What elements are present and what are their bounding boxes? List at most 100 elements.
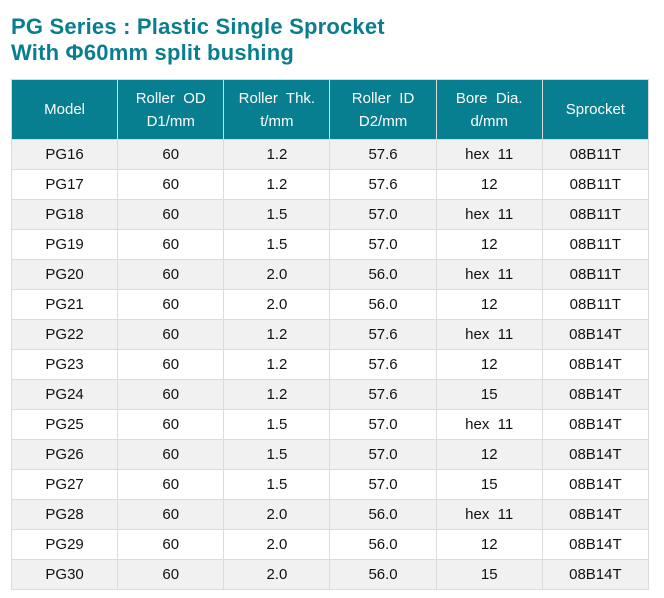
column-header: Bore Dia. d/mm [435,79,543,140]
table-cell: 57.0 [329,439,437,470]
table-cell: 12 [435,349,543,380]
table-cell: 08B14T [541,409,650,440]
title-line-2: With Φ60mm split bushing [11,40,295,65]
table-row: PG24 60 1.2 57.6 15 08B14T [10,379,650,410]
column-header-line: Roller ID [351,89,415,107]
table-cell: 08B14T [541,499,650,530]
column-header: Model [10,79,119,140]
table-cell: 2.0 [223,499,331,530]
table-cell: 1.2 [223,379,331,410]
table-cell: PG28 [10,499,119,530]
column-header-line: Roller Thk. [238,89,316,107]
table-cell: hex 11 [435,139,543,170]
table-cell: 57.6 [329,349,437,380]
table-cell: 1.5 [223,409,331,440]
table-cell: 57.6 [329,379,437,410]
table-cell: 15 [435,469,543,500]
table-cell: 1.2 [223,139,331,170]
page-title: PG Series : Plastic Single Sprocket With… [11,14,385,66]
table-cell: 08B14T [541,319,650,350]
table-cell: 56.0 [329,289,437,320]
table-cell: 56.0 [329,259,437,290]
column-header-line: Sprocket [565,101,625,118]
table-cell: PG24 [10,379,119,410]
table-row: PG27 60 1.5 57.0 15 08B14T [10,469,650,500]
table-cell: PG25 [10,409,119,440]
table-cell: 60 [117,139,225,170]
table-cell: PG26 [10,439,119,470]
table-cell: 56.0 [329,529,437,560]
column-header-line: d/mm [470,112,508,130]
table-cell: 60 [117,289,225,320]
table-cell: 08B14T [541,439,650,470]
spec-table: Model Roller OD D1/mm Roller Thk. t/mm Roller… [10,79,650,590]
table-cell: PG16 [10,139,119,170]
table-row: PG21 60 2.0 56.0 12 08B11T [10,289,650,320]
column-header-line: Bore Dia. [455,89,523,107]
column-header: Roller Thk. t/mm [223,79,331,140]
table-cell: 57.0 [329,199,437,230]
table-row: PG20 60 2.0 56.0 hex 11 08B11T [10,259,650,290]
header-row: Model Roller OD D1/mm Roller Thk. t/mm Roller… [10,79,650,140]
column-header: Roller OD D1/mm [117,79,225,140]
table-cell: 2.0 [223,289,331,320]
table-cell: 2.0 [223,259,331,290]
table-cell: 08B11T [541,289,650,320]
table-cell: 08B14T [541,469,650,500]
table-cell: 60 [117,349,225,380]
table-cell: 57.6 [329,319,437,350]
table-cell: 57.6 [329,169,437,200]
table-cell: hex 11 [435,409,543,440]
table-cell: 60 [117,529,225,560]
table-row: PG19 60 1.5 57.0 12 08B11T [10,229,650,260]
table-cell: 57.0 [329,229,437,260]
table-row: PG29 60 2.0 56.0 12 08B14T [10,529,650,560]
table-row: PG16 60 1.2 57.6 hex 11 08B11T [10,139,650,170]
table-cell: 1.5 [223,199,331,230]
table-cell: 1.2 [223,319,331,350]
table-row: PG18 60 1.5 57.0 hex 11 08B11T [10,199,650,230]
table-cell: 1.5 [223,439,331,470]
table-cell: PG21 [10,289,119,320]
table-cell: 1.2 [223,169,331,200]
table-cell: 2.0 [223,529,331,560]
table-row: PG28 60 2.0 56.0 hex 11 08B14T [10,499,650,530]
table-row: PG25 60 1.5 57.0 hex 11 08B14T [10,409,650,440]
table-cell: 12 [435,439,543,470]
table-cell: 12 [435,229,543,260]
column-header-line: Roller OD [135,89,206,107]
table-cell: 57.0 [329,409,437,440]
table-cell: 08B11T [541,259,650,290]
table-cell: PG20 [10,259,119,290]
table-cell: 60 [117,469,225,500]
table-cell: 60 [117,259,225,290]
table-cell: 57.0 [329,469,437,500]
table-cell: PG30 [10,559,119,590]
table-cell: 08B14T [541,379,650,410]
table-row: PG26 60 1.5 57.0 12 08B14T [10,439,650,470]
column-header: Roller ID D2/mm [329,79,437,140]
table-cell: 12 [435,169,543,200]
table-cell: 08B14T [541,529,650,560]
table-cell: PG18 [10,199,119,230]
column-header-line: Model [44,101,85,118]
table-cell: PG22 [10,319,119,350]
table-cell: 60 [117,199,225,230]
table-cell: 15 [435,559,543,590]
table-cell: PG27 [10,469,119,500]
table-cell: 57.6 [329,139,437,170]
column-header-line: D2/mm [358,112,408,130]
table-cell: hex 11 [435,199,543,230]
table-cell: hex 11 [435,499,543,530]
table-cell: hex 11 [435,259,543,290]
table-cell: 60 [117,439,225,470]
table-cell: PG23 [10,349,119,380]
table-cell: 08B14T [541,349,650,380]
table-cell: 15 [435,379,543,410]
table-cell: 60 [117,559,225,590]
table-cell: 08B11T [541,169,650,200]
table-row: PG17 60 1.2 57.6 12 08B11T [10,169,650,200]
title-line-1: PG Series : Plastic Single Sprocket [11,14,385,39]
table-cell: 60 [117,379,225,410]
column-header-line: t/mm [260,112,294,130]
